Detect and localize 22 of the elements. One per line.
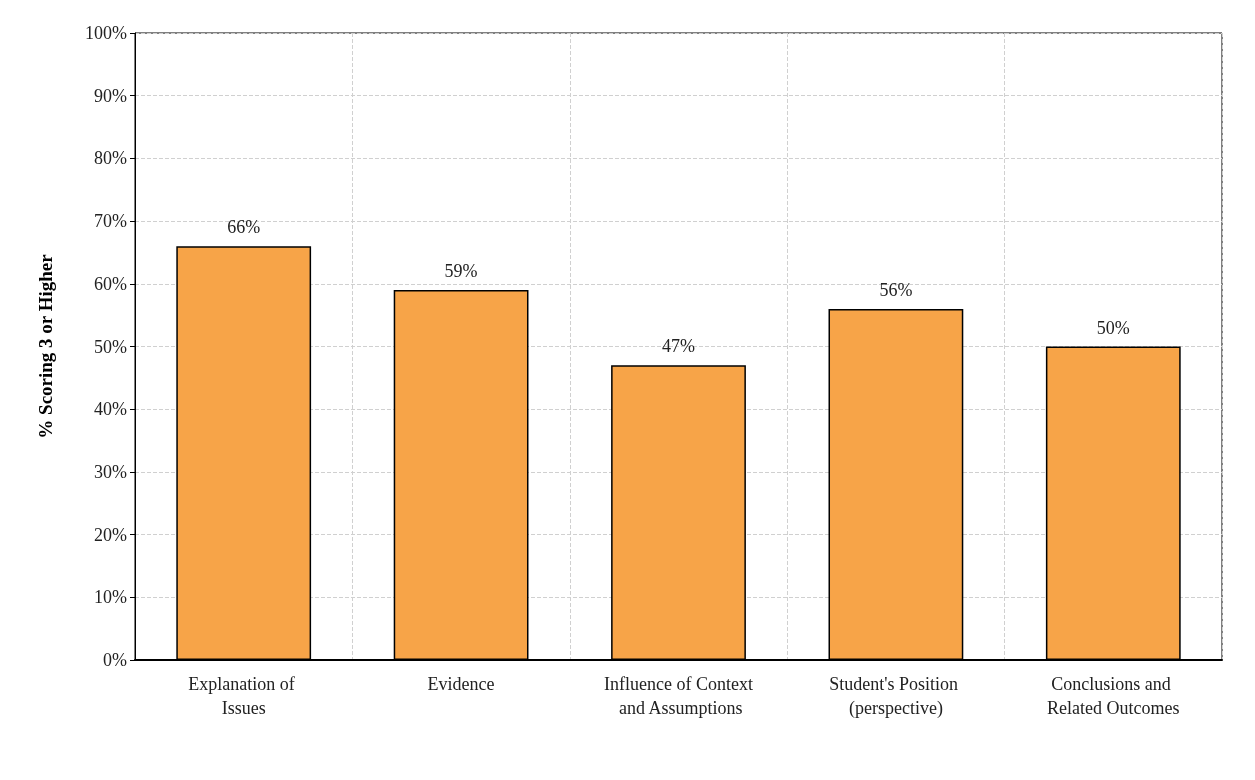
y-tick-label: 100% [85, 23, 127, 43]
y-tick-label: 40% [94, 399, 127, 420]
y-tick-label: 10% [94, 587, 127, 608]
y-tick-label: 90% [94, 85, 127, 106]
y-tick-label: 30% [94, 461, 127, 482]
y-tick-label: 50% [94, 336, 127, 357]
y-tick-label: 80% [94, 148, 127, 169]
data-label: 66% [227, 217, 261, 238]
y-tick-label: 20% [94, 524, 127, 545]
data-label: 47% [662, 336, 695, 357]
x-tick-label: Influence of Context and Assumptions [604, 674, 753, 718]
x-tick-label: Conclusions and Related Outcomes [1047, 674, 1180, 718]
y-tick-label: 60% [94, 273, 127, 294]
y-tick-label: 70% [94, 211, 127, 232]
data-label: 50% [1096, 317, 1130, 338]
x-tick-label: Student's Position (perspective) [829, 674, 963, 719]
y-tick-label: 0% [103, 650, 127, 670]
x-tick-label: Explanation of Issues [188, 674, 300, 718]
data-label: 59% [444, 261, 478, 282]
y-axis-title: % Scoring 3 or Higher [35, 253, 56, 439]
x-tick-label: Evidence [427, 674, 495, 694]
data-label: 56% [879, 279, 913, 300]
